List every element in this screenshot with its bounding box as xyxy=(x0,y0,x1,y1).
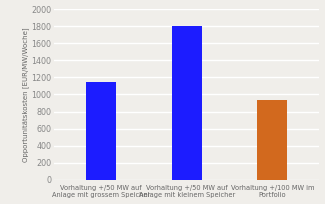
Y-axis label: Opportunitätskosten [EUR/MW/Woche]: Opportunitätskosten [EUR/MW/Woche] xyxy=(22,27,29,162)
Bar xyxy=(86,82,116,180)
Bar xyxy=(172,26,202,180)
Bar xyxy=(257,100,287,180)
